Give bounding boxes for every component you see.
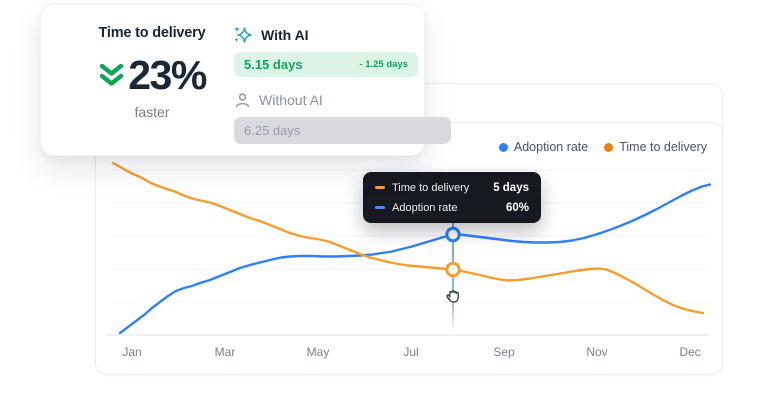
double-chevron-down-icon	[100, 63, 124, 86]
legend-dot-orange-icon	[604, 142, 614, 152]
legend-label: Time to delivery	[619, 140, 707, 154]
kpi-title: Time to delivery	[98, 25, 206, 41]
tooltip-row-time-to-delivery: Time to delivery 5 days	[375, 180, 529, 195]
without-ai-value: 6.25 days	[244, 123, 301, 138]
x-tick: Dec	[679, 345, 701, 359]
tooltip-row-adoption-rate: Adoption rate 60%	[375, 200, 529, 215]
legend-item-adoption-rate[interactable]: Adoption rate	[498, 140, 589, 154]
x-tick: May	[306, 345, 330, 359]
with-ai-value-pill: 5.15 days - 1.25 days	[234, 52, 418, 77]
chart-tooltip: Time to delivery 5 days Adoption rate 60…	[363, 172, 541, 223]
tooltip-label: Adoption rate	[392, 201, 458, 214]
kpi-caption: faster	[134, 104, 170, 120]
without-ai-row: Without AI	[234, 90, 451, 110]
x-tick: Jan	[122, 345, 142, 359]
x-axis-labels: Jan Mar May Jul Sep Nov Dec	[112, 345, 710, 359]
with-ai-value: 5.15 days	[244, 57, 303, 72]
person-icon	[236, 92, 249, 107]
tooltip-value: 5 days	[493, 181, 529, 194]
without-ai-label: Without AI	[259, 92, 323, 108]
with-ai-label: With AI	[261, 27, 309, 43]
legend-item-time-to-delivery[interactable]: Time to delivery	[604, 140, 707, 154]
chart-card	[95, 122, 723, 375]
with-ai-delta: - 1.25 days	[359, 59, 408, 70]
kpi-stat-card: Time to delivery 23% faster	[40, 4, 451, 156]
chart-legend: Adoption rate Time to delivery	[498, 140, 707, 154]
tooltip-dash-blue-icon	[375, 206, 385, 209]
x-tick: Jul	[403, 345, 419, 359]
kpi-summary: Time to delivery 23% faster	[85, 25, 219, 120]
x-tick: Sep	[493, 345, 515, 359]
legend-label: Adoption rate	[513, 140, 589, 154]
x-tick: Mar	[214, 345, 236, 359]
x-tick: Nov	[586, 345, 608, 359]
tooltip-dash-orange-icon	[375, 186, 385, 189]
kpi-value: 23%	[128, 52, 207, 98]
with-ai-row: With AI	[234, 25, 451, 45]
tooltip-label: Time to delivery	[392, 181, 470, 194]
legend-dot-blue-icon	[498, 142, 508, 152]
ai-sparkle-icon	[234, 26, 252, 43]
tooltip-value: 60%	[505, 201, 529, 214]
kpi-comparison: With AI 5.15 days - 1.25 days Without AI…	[234, 25, 451, 144]
without-ai-value-pill: 6.25 days	[234, 117, 451, 144]
